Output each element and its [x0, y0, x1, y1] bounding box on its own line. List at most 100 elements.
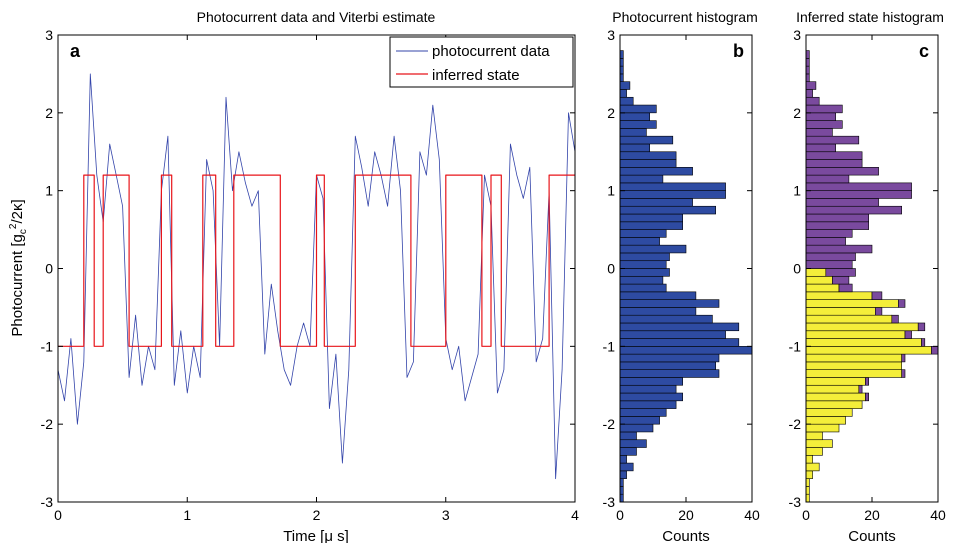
panel-b-ytick-label: 2	[607, 105, 615, 121]
state-histogram-bar-high	[825, 268, 856, 277]
state-histogram-bar-low	[805, 408, 853, 417]
panel-b: Photocurrent histogram b -3 -2 -1 0 1 2 3 0 20 40…	[603, 9, 760, 543]
panel-b-ytick-label: -1	[603, 338, 616, 354]
state-histogram-bar-high	[901, 353, 906, 363]
state-histogram-bar-high	[901, 369, 906, 378]
panel-c-xlabel: Counts	[848, 528, 896, 543]
panel-a-plot-area	[57, 73, 576, 480]
state-histogram-bar-high	[805, 237, 846, 246]
state-histogram-bar-low	[805, 275, 833, 285]
state-histogram-bar-high	[805, 213, 870, 223]
histogram-bar	[619, 190, 726, 199]
state-histogram-bar-high	[931, 346, 939, 355]
state-histogram-bar-high	[865, 377, 870, 386]
state-histogram-bar-low	[805, 377, 866, 386]
histogram-bar	[619, 252, 670, 262]
histogram-bar	[619, 322, 740, 332]
histogram-bar	[619, 338, 740, 347]
legend-label-photocurrent: photocurrent data	[432, 43, 550, 60]
state-histogram-bar-low	[805, 431, 823, 441]
state-histogram-bar-low	[805, 392, 866, 402]
histogram-bar	[619, 361, 716, 370]
state-histogram-bar-high	[921, 338, 926, 347]
panel-b-xlabel: Counts	[662, 528, 710, 543]
panel-c-xtick-label: 40	[930, 507, 946, 523]
histogram-bar	[619, 89, 627, 98]
histogram-bar	[619, 112, 651, 121]
histogram-bar	[619, 307, 697, 316]
panel-c-plot-area	[805, 50, 939, 503]
histogram-bar	[619, 237, 660, 246]
state-histogram-bar-high	[805, 252, 856, 262]
panel-b-plot-area	[619, 50, 753, 503]
panel-c-title: Inferred state histogram	[796, 9, 944, 25]
panel-b-xtick-label: 40	[744, 507, 760, 523]
panel-a-ylabel: Photocurrent [gc2/2κ]	[8, 199, 29, 336]
panel-b-ytick-label: -2	[603, 416, 616, 432]
state-histogram-bar-high	[805, 104, 843, 114]
panel-a-xlabel: Time [μ s]	[283, 528, 349, 543]
state-histogram-bar-high	[891, 314, 899, 324]
panel-a-xtick-label: 2	[313, 507, 321, 523]
state-histogram-bar-low	[805, 322, 919, 332]
state-histogram-bar-high	[805, 221, 870, 230]
histogram-bar	[619, 128, 647, 137]
histogram-bar	[619, 167, 693, 176]
panel-c-xtick-label: 0	[802, 507, 810, 523]
state-histogram-bar-low	[805, 314, 893, 324]
histogram-bar	[619, 174, 664, 184]
state-histogram-bar-high	[805, 128, 833, 137]
state-histogram-bar-high	[805, 112, 837, 121]
state-histogram-bar-high	[904, 330, 912, 339]
histogram-bar	[619, 198, 693, 207]
panel-a: Photocurrent data and Viterbi estimate a…	[8, 9, 579, 543]
state-histogram-bar-low	[805, 439, 833, 448]
state-histogram-bar-high	[805, 135, 860, 145]
histogram-bar	[619, 151, 677, 160]
panel-a-letter: a	[70, 41, 81, 61]
state-histogram-bar-low	[805, 384, 860, 394]
state-histogram-bar-high	[805, 89, 813, 98]
panel-a-xtick-label: 4	[571, 507, 579, 523]
histogram-bar	[619, 104, 657, 114]
histogram-bar	[619, 392, 684, 402]
state-histogram-bar-low	[805, 447, 823, 456]
panel-a-ytick-label: -1	[41, 338, 54, 354]
state-histogram-bar-high	[832, 275, 850, 285]
histogram-bar	[619, 275, 664, 285]
state-histogram-bar-low	[805, 338, 922, 347]
histogram-bar	[619, 143, 651, 153]
state-histogram-bar-high	[871, 291, 883, 300]
state-histogram-bar-high	[898, 299, 906, 308]
histogram-bar	[619, 182, 726, 191]
panel-a-ytick-label: 2	[45, 105, 53, 121]
panel-a-ytick-label: 0	[45, 261, 53, 277]
panel-c-ytick-label: -1	[789, 338, 802, 354]
state-histogram-bar-high	[858, 384, 863, 394]
panel-b-title: Photocurrent histogram	[612, 9, 758, 25]
state-histogram-bar-low	[805, 369, 902, 378]
panel-b-ytick-label: -3	[603, 494, 616, 510]
histogram-bar	[619, 299, 720, 308]
state-histogram-bar-high	[805, 190, 912, 199]
state-histogram-bar-low	[805, 330, 906, 339]
legend-label-inferred: inferred state	[432, 67, 520, 84]
histogram-bar	[619, 213, 684, 223]
panel-a-ytick-label: -2	[41, 416, 54, 432]
panel-c-xtick-label: 20	[864, 507, 880, 523]
state-histogram-bar-high	[805, 159, 863, 168]
legend-box	[389, 36, 574, 88]
histogram-bar	[619, 244, 687, 254]
state-histogram-bar-high	[805, 151, 863, 160]
state-histogram-bar-high	[805, 81, 817, 90]
panel-a-xtick-label: 1	[183, 507, 191, 523]
histogram-bar	[619, 346, 753, 355]
histogram-bar	[619, 384, 677, 394]
histogram-bar	[619, 408, 667, 417]
histogram-bar	[619, 268, 670, 277]
panel-a-title: Photocurrent data and Viterbi estimate	[197, 9, 436, 25]
panel-a-ytick-label: -3	[41, 494, 54, 510]
state-histogram-bar-low	[805, 346, 932, 355]
histogram-bar	[619, 462, 634, 472]
